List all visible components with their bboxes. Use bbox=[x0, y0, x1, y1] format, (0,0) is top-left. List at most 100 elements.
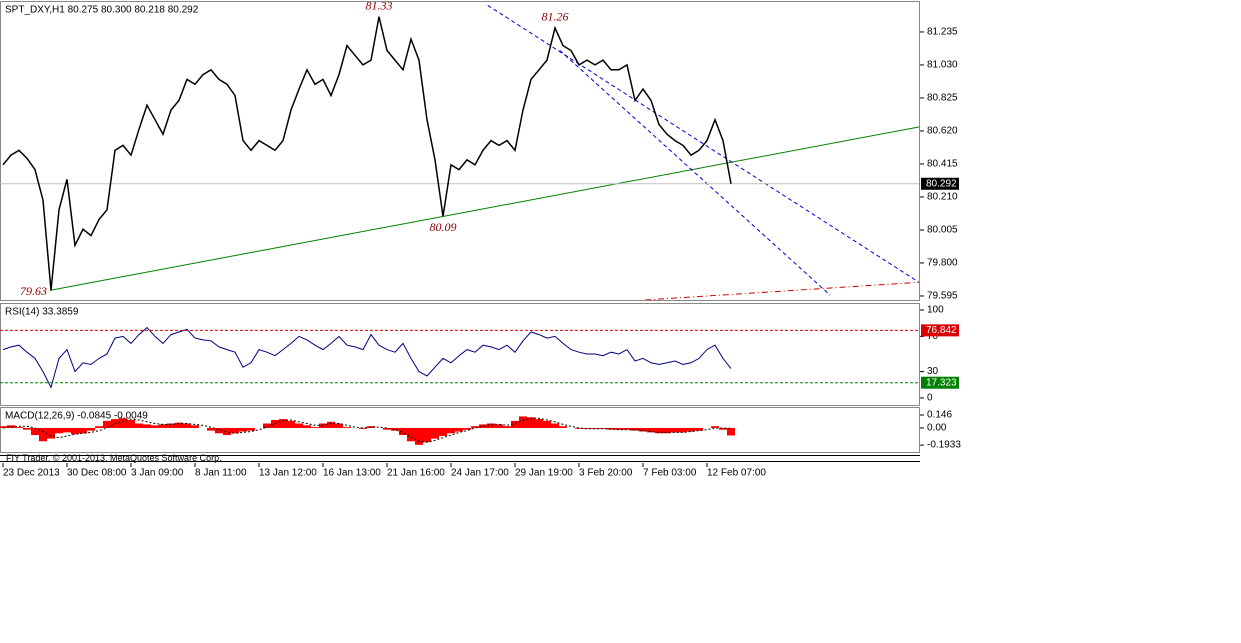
histogram-bar bbox=[383, 427, 391, 430]
histogram-bar bbox=[415, 427, 423, 445]
histogram-bar bbox=[47, 427, 55, 439]
level-label-box bbox=[921, 376, 959, 389]
histogram-bar bbox=[223, 427, 231, 436]
x-tick-label: 16 Jan 13:00 bbox=[323, 468, 381, 479]
histogram-bar bbox=[631, 427, 639, 431]
histogram-bar bbox=[727, 427, 735, 436]
y-tick-label: 0 bbox=[927, 393, 933, 404]
price-annotation: 81.33 bbox=[366, 0, 393, 12]
panel-plot bbox=[0, 416, 735, 445]
x-tick-label: 12 Feb 07:00 bbox=[707, 468, 766, 479]
histogram-bar bbox=[247, 427, 255, 431]
y-tick-label: 100 bbox=[927, 305, 944, 316]
histogram-bar bbox=[671, 427, 679, 433]
histogram-bar bbox=[535, 419, 543, 428]
histogram-bar bbox=[263, 423, 271, 428]
histogram-bar bbox=[303, 425, 311, 428]
y-tick-label: 30 bbox=[927, 366, 939, 377]
histogram-bar bbox=[311, 427, 319, 428]
panel-title: MACD(12,26,9) -0.0845 -0.0049 bbox=[5, 411, 148, 422]
histogram-bar bbox=[559, 426, 567, 428]
histogram-bar bbox=[599, 427, 607, 429]
histogram-bar bbox=[639, 427, 647, 432]
histogram-bar bbox=[407, 427, 415, 442]
histogram-bar bbox=[399, 427, 407, 436]
histogram-bar bbox=[647, 427, 655, 433]
level-label-box bbox=[921, 324, 959, 337]
histogram-bar bbox=[623, 427, 631, 430]
last-price-box bbox=[921, 177, 959, 190]
histogram-bar bbox=[503, 426, 511, 428]
histogram-bar bbox=[79, 427, 87, 434]
histogram-bar bbox=[239, 427, 247, 432]
footer-copyright: FIY Trader, © 2001-2013, MetaQuotes Soft… bbox=[6, 453, 222, 463]
histogram-bar bbox=[359, 427, 367, 429]
y-tick-label: 80.005 bbox=[927, 225, 958, 236]
histogram-bar bbox=[175, 422, 183, 428]
histogram-bar bbox=[143, 424, 151, 428]
histogram-bar bbox=[343, 427, 351, 428]
histogram-bar bbox=[71, 427, 79, 435]
histogram-bar bbox=[431, 427, 439, 439]
histogram-bar bbox=[471, 426, 479, 428]
histogram-bar bbox=[463, 427, 471, 430]
series-line bbox=[2, 417, 732, 443]
histogram-bar bbox=[447, 427, 455, 434]
series-line bbox=[2, 326, 732, 389]
histogram-bar bbox=[551, 423, 559, 428]
macd-panel-frame bbox=[0, 407, 920, 453]
histogram-bar bbox=[583, 427, 591, 429]
histogram-bar bbox=[215, 427, 223, 434]
histogram-bar bbox=[159, 424, 167, 428]
histogram-bar bbox=[167, 423, 175, 428]
y-tick-label: 79.800 bbox=[927, 258, 958, 269]
price-annotation: 79.63 bbox=[20, 284, 47, 298]
histogram-bar bbox=[15, 427, 23, 428]
panel-plot bbox=[2, 326, 732, 389]
level-label: 17.323 bbox=[926, 377, 957, 388]
histogram-bar bbox=[519, 416, 527, 428]
panel-plot bbox=[0, 4, 919, 300]
panel-title: RSI(14) 33.3859 bbox=[5, 307, 79, 318]
x-tick-label: 13 Jan 12:00 bbox=[259, 468, 317, 479]
panel-title: SPT_DXY,H1 80.275 80.300 80.218 80.292 bbox=[5, 5, 199, 16]
histogram-bar bbox=[0, 426, 7, 428]
histogram-bar bbox=[287, 420, 295, 428]
histogram-bar bbox=[127, 419, 135, 428]
histogram-bar bbox=[479, 424, 487, 428]
x-tick-label: 29 Jan 19:00 bbox=[515, 468, 573, 479]
histogram-bar bbox=[295, 423, 303, 428]
histogram-bar bbox=[231, 427, 239, 434]
y-tick-label: 0.00 bbox=[927, 423, 947, 434]
histogram-bar bbox=[423, 427, 431, 443]
histogram-bar bbox=[695, 427, 703, 431]
histogram-bar bbox=[63, 427, 71, 433]
histogram-bar bbox=[607, 427, 615, 430]
histogram-bar bbox=[439, 427, 447, 436]
histogram-bar bbox=[207, 427, 215, 431]
histogram-bar bbox=[511, 420, 519, 428]
histogram-bar bbox=[191, 425, 199, 428]
histogram-bar bbox=[327, 421, 335, 428]
histogram-bar bbox=[687, 427, 695, 432]
histogram-bar bbox=[527, 417, 535, 428]
y-tick-label: 81.030 bbox=[927, 60, 958, 71]
histogram-bar bbox=[487, 423, 495, 428]
y-tick-label: 81.235 bbox=[927, 27, 958, 38]
histogram-bar bbox=[135, 423, 143, 428]
x-tick-label: 8 Jan 11:00 bbox=[195, 468, 247, 479]
histogram-bar bbox=[655, 427, 663, 434]
histogram-bar bbox=[367, 426, 375, 428]
x-tick-label: 21 Jan 16:00 bbox=[387, 468, 445, 479]
y-tick-label: 80.210 bbox=[927, 192, 958, 203]
y-tick-label: 0.146 bbox=[927, 410, 952, 421]
rsi-panel-frame bbox=[0, 303, 920, 406]
histogram-bar bbox=[591, 427, 599, 429]
histogram-bar bbox=[183, 423, 191, 428]
histogram-bar bbox=[279, 419, 287, 428]
y-tick-label: -0.1933 bbox=[927, 440, 961, 451]
last-price-label: 80.292 bbox=[926, 178, 957, 189]
y-tick-label: 80.415 bbox=[927, 159, 958, 170]
